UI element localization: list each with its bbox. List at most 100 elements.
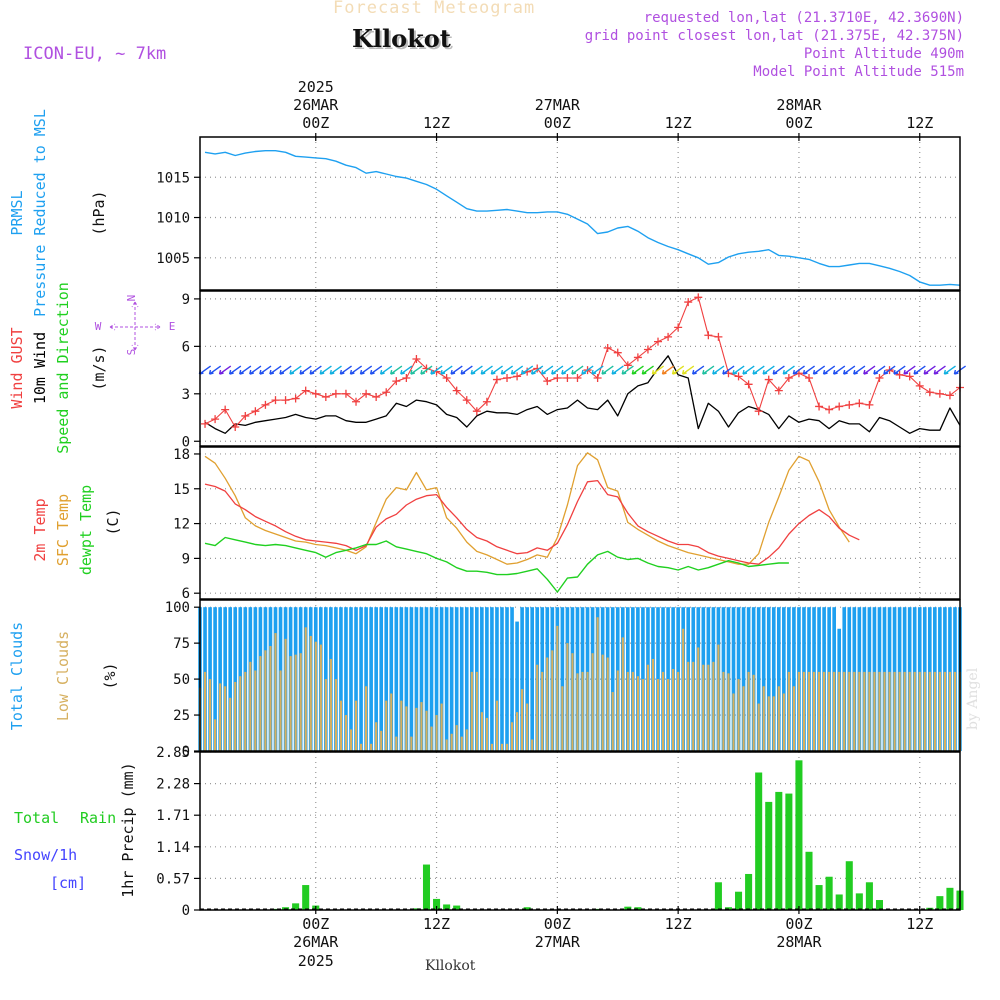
wind-direction-arrow [581,365,594,375]
pressure-unit: (hPa) [90,190,108,235]
rain-bar [805,851,813,910]
rain-bar [835,894,843,910]
compass-w: W [95,320,102,333]
wind-direction-arrow [671,365,685,375]
product-title: Forecast Meteogram [333,0,536,18]
bottom-time-label: 12Z [906,915,933,933]
wind-10m-label: 10m Wind [31,332,49,404]
bottom-time-label: 00Z [785,915,812,933]
total-cloud-bar [399,607,404,751]
low-cloud-bar [641,679,645,751]
total-cloud-bar [424,607,429,751]
low-cloud-bar [606,657,609,751]
low-cloud-bar [440,703,443,751]
gust-marker [764,375,773,384]
low-cloud-bar [284,638,287,751]
top-date-label: 26MAR [293,96,339,114]
y-tick-label: 50 [173,672,190,688]
low-cloud-bar [571,653,574,751]
low-cloud-bar [254,670,257,751]
wind-direction-arrow [520,365,534,375]
low-cloud-bar [687,661,690,751]
snow-unit-label: [cm] [50,874,86,892]
total-cloud-bar [409,607,414,751]
wind-direction-arrow [883,365,896,375]
rain-bar [292,903,300,910]
wind-unit: (m/s) [90,345,108,390]
low-cloud-bar [445,739,448,751]
y-tick-label: 18 [173,447,190,463]
total-cloud-bar [369,607,373,751]
y-tick-label: 9 [182,292,190,308]
rain-bar [735,891,743,910]
low-cloud-bar [787,671,790,751]
wind-direction-arrow [832,365,846,375]
gust-marker [372,392,381,401]
gust-marker [412,355,421,364]
y-tick-label: 75 [173,636,190,652]
wind-direction-arrow [369,365,383,375]
low-cloud-bar [385,700,388,751]
low-cloud-bar [722,671,725,751]
top-date-label: 28MAR [776,96,822,114]
low-cloud-bar [651,658,655,751]
low-cloud-bar [873,671,876,751]
rain-bar [825,876,833,910]
low-cloud-bar [430,726,433,751]
low-cloud-bar [742,686,745,751]
low-cloud-bar [289,656,292,751]
low-cloud-bar [752,674,755,751]
total-cloud-bar [444,607,449,751]
wind-direction-arrow [822,365,836,375]
y-tick-label: 1.71 [156,808,190,824]
low-cloud-bar [858,671,861,751]
y-tick-label: 2.85 [156,745,190,761]
low-cloud-bar [777,686,780,751]
total-cloud-bar [520,607,524,751]
low-cloud-bar [299,653,302,751]
total-cloud-bar [741,607,746,751]
gust-marker [341,389,350,398]
low-cloud-bar [581,671,584,751]
total-cloud-bar [213,607,217,751]
low-cloud-bar [526,703,529,751]
low-cloud-bar [224,686,227,751]
low-cloud-bar [838,671,841,751]
wind-direction-arrow [681,365,695,375]
low-cloud-bar [400,700,403,751]
low-cloud-bar [576,673,579,751]
low-cloud-bar [435,715,438,751]
wind-direction-arrow [591,365,604,375]
total-cloud-bar [364,607,368,751]
wind-direction-arrow [893,365,906,375]
low-cloud-bar [727,673,730,751]
wind-direction-arrow [400,365,413,375]
total-cloud-bar [434,607,439,751]
wind-direction-arrow [601,365,614,375]
total-cloud-bar [495,607,499,751]
wind-direction-arrow [198,365,212,375]
low-cloud-bar [460,736,463,751]
rain-bar [855,893,863,910]
gust-marker [865,400,874,409]
gust-marker [915,381,924,390]
low-cloud-bar [480,712,483,751]
gust-marker [704,331,713,340]
total-cloud-bar [761,607,766,751]
compass-e: E [169,320,176,333]
gust-marker [261,400,270,409]
gust-marker [895,370,904,379]
wind-direction-arrow [631,365,644,375]
panel-frames [199,136,961,911]
wind-direction-arrow [208,365,222,375]
top-time-label: 12Z [665,114,692,132]
wind-direction-arrow [530,365,544,375]
low-cloud-bar [561,686,564,751]
total-cloud-bar [560,607,565,751]
total-cloud-bar [414,607,419,751]
wind-direction-arrow [541,365,554,375]
low-cloud-bar [656,679,660,751]
y-tick-label: 6 [182,339,190,355]
top-time-label: 00Z [785,114,812,132]
